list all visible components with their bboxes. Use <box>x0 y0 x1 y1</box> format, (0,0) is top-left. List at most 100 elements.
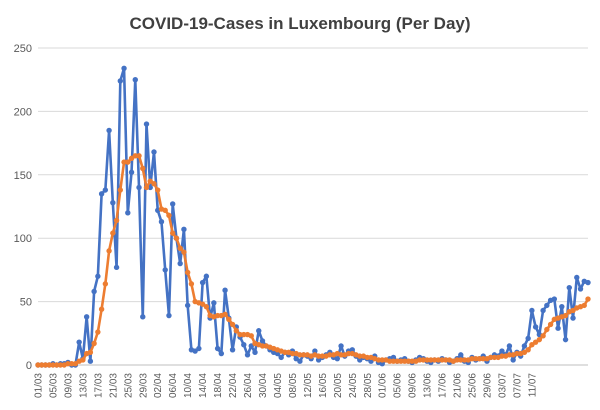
data-point <box>95 329 101 335</box>
data-point <box>390 354 397 361</box>
data-point <box>499 353 505 359</box>
x-tick-label: 09/03 <box>63 373 74 398</box>
data-point <box>83 314 90 320</box>
data-point <box>469 355 475 362</box>
data-point <box>177 245 183 252</box>
data-point <box>98 191 105 197</box>
data-point <box>300 352 307 358</box>
data-point <box>128 169 135 175</box>
data-point <box>113 264 120 271</box>
data-point <box>525 347 531 353</box>
x-tick-label: 06/04 <box>168 373 179 398</box>
data-point <box>136 153 142 159</box>
data-point <box>375 357 382 363</box>
series-layer <box>35 65 591 368</box>
data-point <box>424 357 430 363</box>
data-point <box>458 357 464 363</box>
x-tick-label: 13/06 <box>423 373 434 398</box>
x-tick-label: 03/07 <box>497 373 508 398</box>
data-point <box>420 357 427 363</box>
data-point <box>203 273 210 279</box>
data-point <box>409 358 415 364</box>
data-point <box>42 362 49 368</box>
x-tick-label: 29/03 <box>138 373 149 398</box>
data-point <box>562 336 569 343</box>
data-point <box>529 307 535 314</box>
data-point <box>106 127 112 134</box>
data-point <box>113 217 120 224</box>
y-tick-label: 250 <box>14 43 32 55</box>
data-point <box>110 200 116 206</box>
data-point <box>401 358 408 364</box>
data-point <box>480 355 486 362</box>
data-point <box>256 328 262 334</box>
data-point <box>169 230 176 236</box>
x-tick-label: 07/07 <box>512 373 523 398</box>
x-tick-label: 05/06 <box>393 373 404 398</box>
data-point <box>211 300 217 306</box>
data-point <box>338 343 344 349</box>
data-point <box>357 353 363 359</box>
data-point <box>439 357 445 363</box>
data-point <box>140 314 146 320</box>
data-point <box>473 355 479 362</box>
chart-title: COVID-19-Cases in Luxembourg (Per Day) <box>129 14 470 33</box>
x-tick-label: 14/04 <box>198 373 209 398</box>
data-point <box>65 361 71 367</box>
data-point <box>544 302 550 309</box>
data-point <box>136 184 142 191</box>
data-point <box>50 362 56 368</box>
y-tick-label: 100 <box>14 233 32 245</box>
x-tick-label: 02/04 <box>153 373 164 398</box>
data-point <box>349 347 355 353</box>
data-point <box>387 358 393 364</box>
data-point <box>379 361 385 367</box>
data-point <box>166 312 172 319</box>
x-tick-label: 28/05 <box>363 373 374 398</box>
data-point <box>102 187 109 193</box>
data-point <box>488 354 494 361</box>
data-point <box>184 302 191 309</box>
x-tick-label: 05/03 <box>48 373 59 398</box>
data-point <box>222 311 228 317</box>
data-point <box>76 339 82 345</box>
data-point <box>259 343 266 349</box>
data-point <box>233 328 239 334</box>
data-point <box>506 343 513 349</box>
data-point <box>338 352 344 358</box>
data-point <box>140 165 146 172</box>
x-tick-label: 25/06 <box>468 373 479 398</box>
x-tick-label: 29/06 <box>482 373 493 398</box>
data-point <box>506 352 513 358</box>
data-point <box>151 180 157 187</box>
data-point <box>173 235 180 241</box>
data-point <box>57 362 64 368</box>
data-point <box>454 357 460 363</box>
data-point <box>91 288 97 295</box>
x-tick-label: 11/07 <box>527 373 538 398</box>
x-tick-label: 21/06 <box>453 373 464 398</box>
data-point <box>394 358 400 364</box>
data-point <box>282 349 288 356</box>
y-axis-ticks: 0 50 100 150 200 250 <box>14 43 32 372</box>
x-tick-label: 13/03 <box>78 373 89 398</box>
data-point <box>177 260 183 267</box>
data-point <box>222 287 228 293</box>
series-1 <box>35 153 591 368</box>
data-point <box>312 348 318 354</box>
data-point <box>132 77 138 83</box>
data-point <box>151 149 157 155</box>
data-point <box>241 342 247 348</box>
data-point <box>416 357 423 363</box>
data-point <box>510 357 516 363</box>
data-point <box>319 353 326 359</box>
data-point <box>241 331 247 338</box>
x-tick-label: 20/05 <box>333 373 344 398</box>
x-tick-label: 04/05 <box>273 373 284 398</box>
x-tick-label: 16/05 <box>318 373 329 398</box>
data-point <box>248 333 254 339</box>
y-tick-label: 50 <box>20 297 32 309</box>
data-point <box>181 226 187 233</box>
data-point <box>435 357 442 363</box>
gridlines <box>38 47 588 303</box>
